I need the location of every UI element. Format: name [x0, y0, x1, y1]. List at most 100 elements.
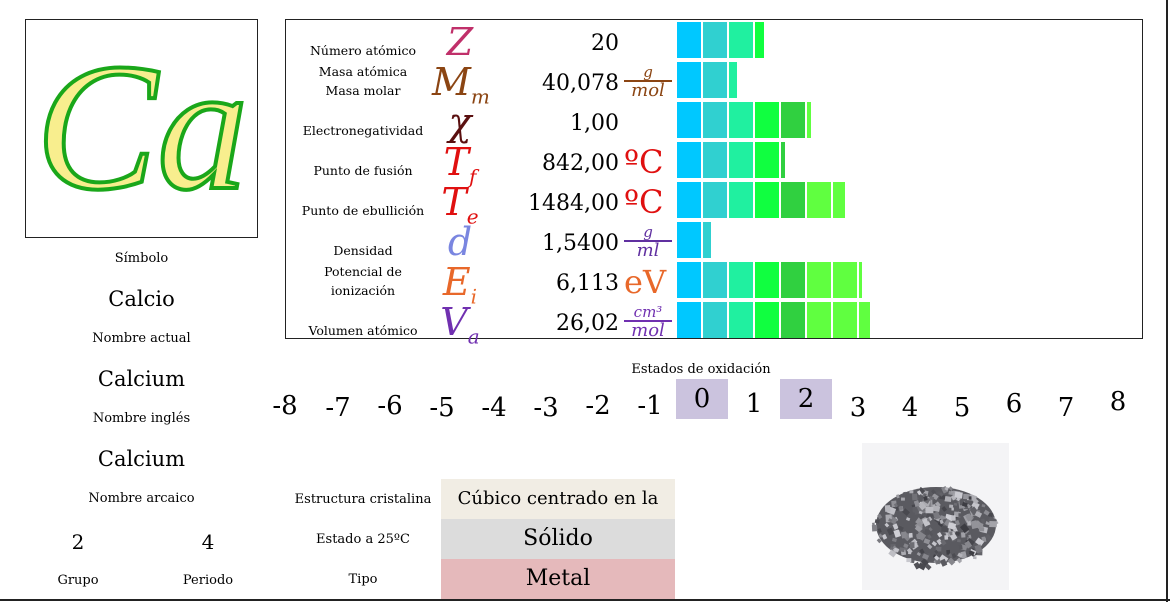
crystal-structure-label: Estructura cristalina — [294, 492, 432, 507]
pile-granule — [935, 546, 942, 552]
state-label: Estado a 25ºC — [316, 532, 410, 547]
property-bar-graphic — [677, 142, 785, 178]
pile-granule — [974, 544, 983, 554]
property-value: 1484,00 — [528, 191, 619, 216]
property-value: 40,078 — [542, 71, 619, 96]
pile-granule — [898, 505, 903, 511]
oxidation-state: -1 — [637, 391, 663, 421]
pile-granule — [922, 526, 928, 531]
unit-numerator: cm³ — [633, 303, 663, 321]
current-name-label: Nombre actual — [92, 331, 191, 346]
pile-granule — [961, 501, 968, 508]
property-bar — [677, 222, 715, 258]
pile-granule — [964, 540, 973, 549]
property-row: Punto de fusión Tf 842,00 ºC — [286, 140, 1142, 189]
property-value: 20 — [591, 31, 619, 56]
oxidation-state: -4 — [481, 393, 507, 423]
pile-granule — [968, 534, 972, 539]
pile-granule — [928, 532, 934, 537]
pile-granule — [968, 550, 975, 556]
pile-granule — [924, 563, 932, 571]
pile-granule — [978, 527, 985, 532]
property-bar-segment — [729, 142, 753, 178]
property-value: 26,02 — [556, 311, 619, 336]
property-row: Volumen atómico Va 26,02 cm³ mol — [286, 300, 1142, 349]
pile-granule — [951, 515, 956, 521]
property-symbol-main: V — [440, 300, 468, 344]
property-bar-segment — [677, 62, 701, 98]
pile-granule — [902, 508, 910, 516]
group-label: Grupo — [57, 573, 99, 588]
property-symbol: Tf — [432, 142, 488, 197]
pile-granule — [919, 548, 925, 555]
pile-granule — [947, 522, 957, 530]
pile-granule — [944, 496, 952, 502]
property-bar-segment — [781, 262, 805, 298]
property-row: Punto de ebullición Te 1484,00 ºC — [286, 180, 1142, 229]
pile-granule — [957, 552, 963, 558]
pile-granule — [951, 552, 957, 559]
pile-granule — [975, 537, 985, 547]
property-unit: g mol — [624, 64, 672, 100]
property-bar-segment — [729, 62, 737, 98]
pile-granule — [951, 507, 954, 511]
property-row: Densidad d 1,5400 g ml — [286, 220, 1142, 262]
pile-granule — [934, 501, 941, 508]
property-value: 1,5400 — [542, 231, 619, 256]
property-bar — [677, 102, 815, 138]
pile-granule — [949, 504, 954, 508]
pile-granule — [968, 493, 978, 502]
pile-granule — [959, 523, 970, 534]
pile-granule — [936, 559, 941, 565]
pile-granule — [948, 553, 953, 558]
pile-granule — [950, 490, 955, 494]
property-bar-graphic — [677, 302, 870, 338]
pile-granule — [892, 523, 899, 530]
pile-granule — [956, 539, 961, 543]
pile-granule — [928, 527, 933, 532]
oxidation-states-title: Estados de oxidación — [631, 362, 771, 377]
pile-granule — [958, 544, 963, 550]
property-bar-segment — [729, 262, 753, 298]
property-symbol-subscript: e — [466, 204, 479, 229]
property-bar-segment — [729, 22, 753, 58]
pile-granule — [918, 510, 923, 515]
property-symbol: Te — [432, 182, 488, 237]
property-bar-graphic — [677, 102, 811, 138]
pile-granule — [893, 547, 900, 553]
unit-numerator: g — [643, 63, 653, 81]
pile-granule — [954, 491, 963, 499]
property-bar-segment — [833, 262, 857, 298]
oxidation-state: 5 — [953, 393, 971, 423]
property-bar-segment — [677, 222, 701, 258]
pile-granule — [939, 558, 948, 567]
pile-granule — [913, 500, 920, 507]
pile-granule — [940, 525, 950, 533]
pile-granule — [906, 558, 912, 563]
pile-granule — [920, 558, 929, 567]
pile-granule — [932, 511, 941, 520]
oxidation-state: -6 — [377, 391, 403, 421]
property-row: Masa atómica Masa molar Mm 40,078 g mol — [286, 60, 1142, 109]
period-value: 4 — [201, 530, 215, 554]
pile-granule — [929, 496, 935, 501]
oxidation-state: 3 — [849, 393, 867, 423]
current-name: Calcio — [108, 287, 175, 311]
group-value: 2 — [71, 530, 85, 554]
property-bar-segment — [703, 102, 727, 138]
pile-granule — [938, 492, 944, 497]
pile-granule — [937, 531, 943, 538]
property-unit: g ml — [624, 224, 672, 260]
property-bar-segment — [781, 142, 785, 178]
pile-granule — [981, 518, 985, 524]
pile-granule — [893, 529, 902, 538]
property-symbol-main: Z — [446, 20, 474, 64]
pile-granule — [946, 549, 951, 555]
pile-granule — [911, 493, 918, 501]
property-bar-graphic — [677, 182, 845, 218]
pile-granule — [872, 522, 875, 526]
oxidation-state: 4 — [901, 393, 919, 423]
state-value: Sólido — [441, 519, 675, 559]
pile-granule — [972, 556, 977, 560]
pile-granule — [899, 547, 905, 553]
